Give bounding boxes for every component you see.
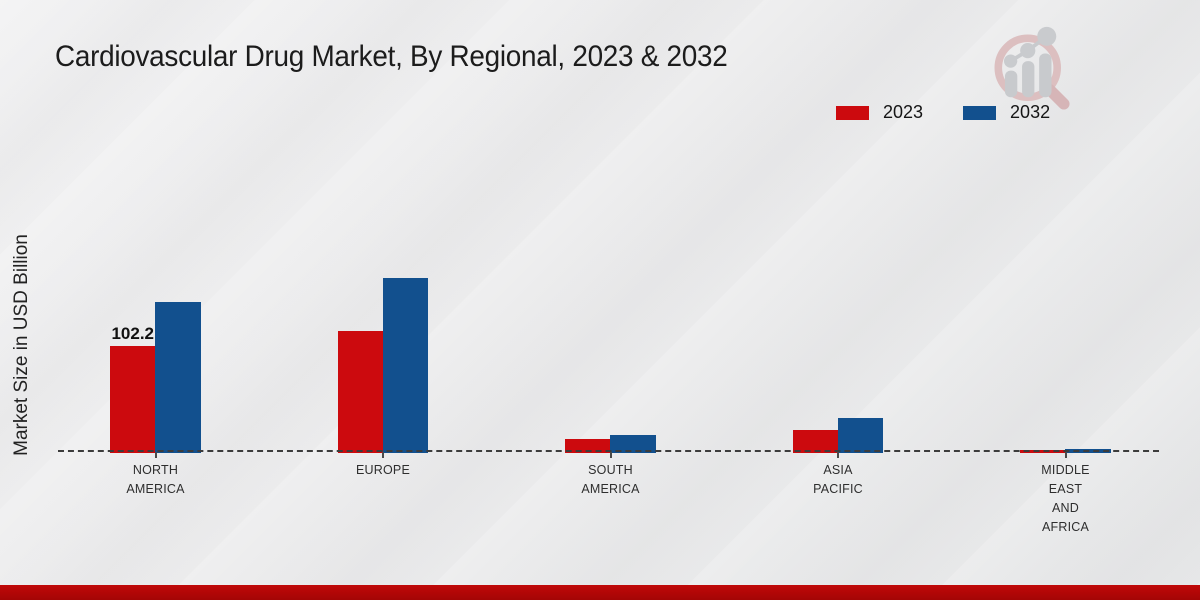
chart-title: Cardiovascular Drug Market, By Regional,…: [55, 40, 728, 73]
bar-2023-asia-pacific: [792, 430, 838, 453]
magnifier-chart-logo-icon: [994, 26, 1070, 110]
x-axis-tick-middle-east-and-africa: [1064, 452, 1067, 458]
zero-baseline: [58, 450, 1159, 452]
x-axis-tick-south-america: [609, 452, 612, 458]
x-axis-label-line: AND: [1052, 501, 1079, 515]
x-axis-tick-asia-pacific: [837, 452, 839, 458]
x-axis-tick-europe: [382, 452, 384, 458]
bar-2023-north-america: [110, 345, 156, 453]
bar-2032-asia-pacific: [837, 417, 883, 453]
x-axis-tick-north-america: [154, 452, 157, 458]
footer-accent-bar: [0, 585, 1200, 600]
bar-2032-north-america: [155, 301, 201, 453]
legend-swatch-2023: [836, 105, 869, 120]
x-axis-label-line: AFRICA: [1041, 520, 1090, 534]
x-axis-label-line: NORTH: [132, 463, 179, 477]
bar-2023-europe: [337, 330, 383, 453]
legend-label-2032: 2032: [1010, 102, 1051, 122]
x-axis-label-line: MIDDLE: [1041, 463, 1090, 477]
legend-swatch-2032: [963, 105, 997, 120]
x-axis-label-north-america: NORTH AMERICA: [86, 461, 226, 499]
legend-item-2032: 2032: [963, 102, 1050, 123]
x-axis-label-south-america: SOUTH AMERICA: [541, 461, 681, 499]
x-axis-label-middle-east-and-africa: MIDDLE EAST AND AFRICA: [996, 461, 1136, 537]
x-axis-label-line: EUROPE: [356, 463, 410, 477]
x-axis-label-line: ASIA: [823, 463, 853, 477]
x-axis-label-asia-pacific: ASIA PACIFIC: [768, 461, 908, 499]
x-axis-label-line: AMERICA: [581, 482, 640, 496]
legend: 2023 2032: [836, 102, 1050, 123]
x-axis-label-line: AMERICA: [126, 482, 185, 496]
bar-2032-europe: [382, 277, 428, 453]
data-label-2023-north-america: 102.2: [111, 323, 155, 343]
x-axis-label-line: PACIFIC: [813, 482, 863, 496]
x-axis-label-europe: EUROPE: [313, 461, 453, 480]
x-axis-label-line: SOUTH: [588, 463, 633, 477]
x-axis-label-line: EAST: [1048, 482, 1083, 496]
bar-2023-south-america: [565, 439, 611, 453]
bar-2032-south-america: [610, 434, 656, 453]
legend-item-2023: 2023: [836, 102, 923, 123]
legend-label-2023: 2023: [883, 102, 924, 122]
